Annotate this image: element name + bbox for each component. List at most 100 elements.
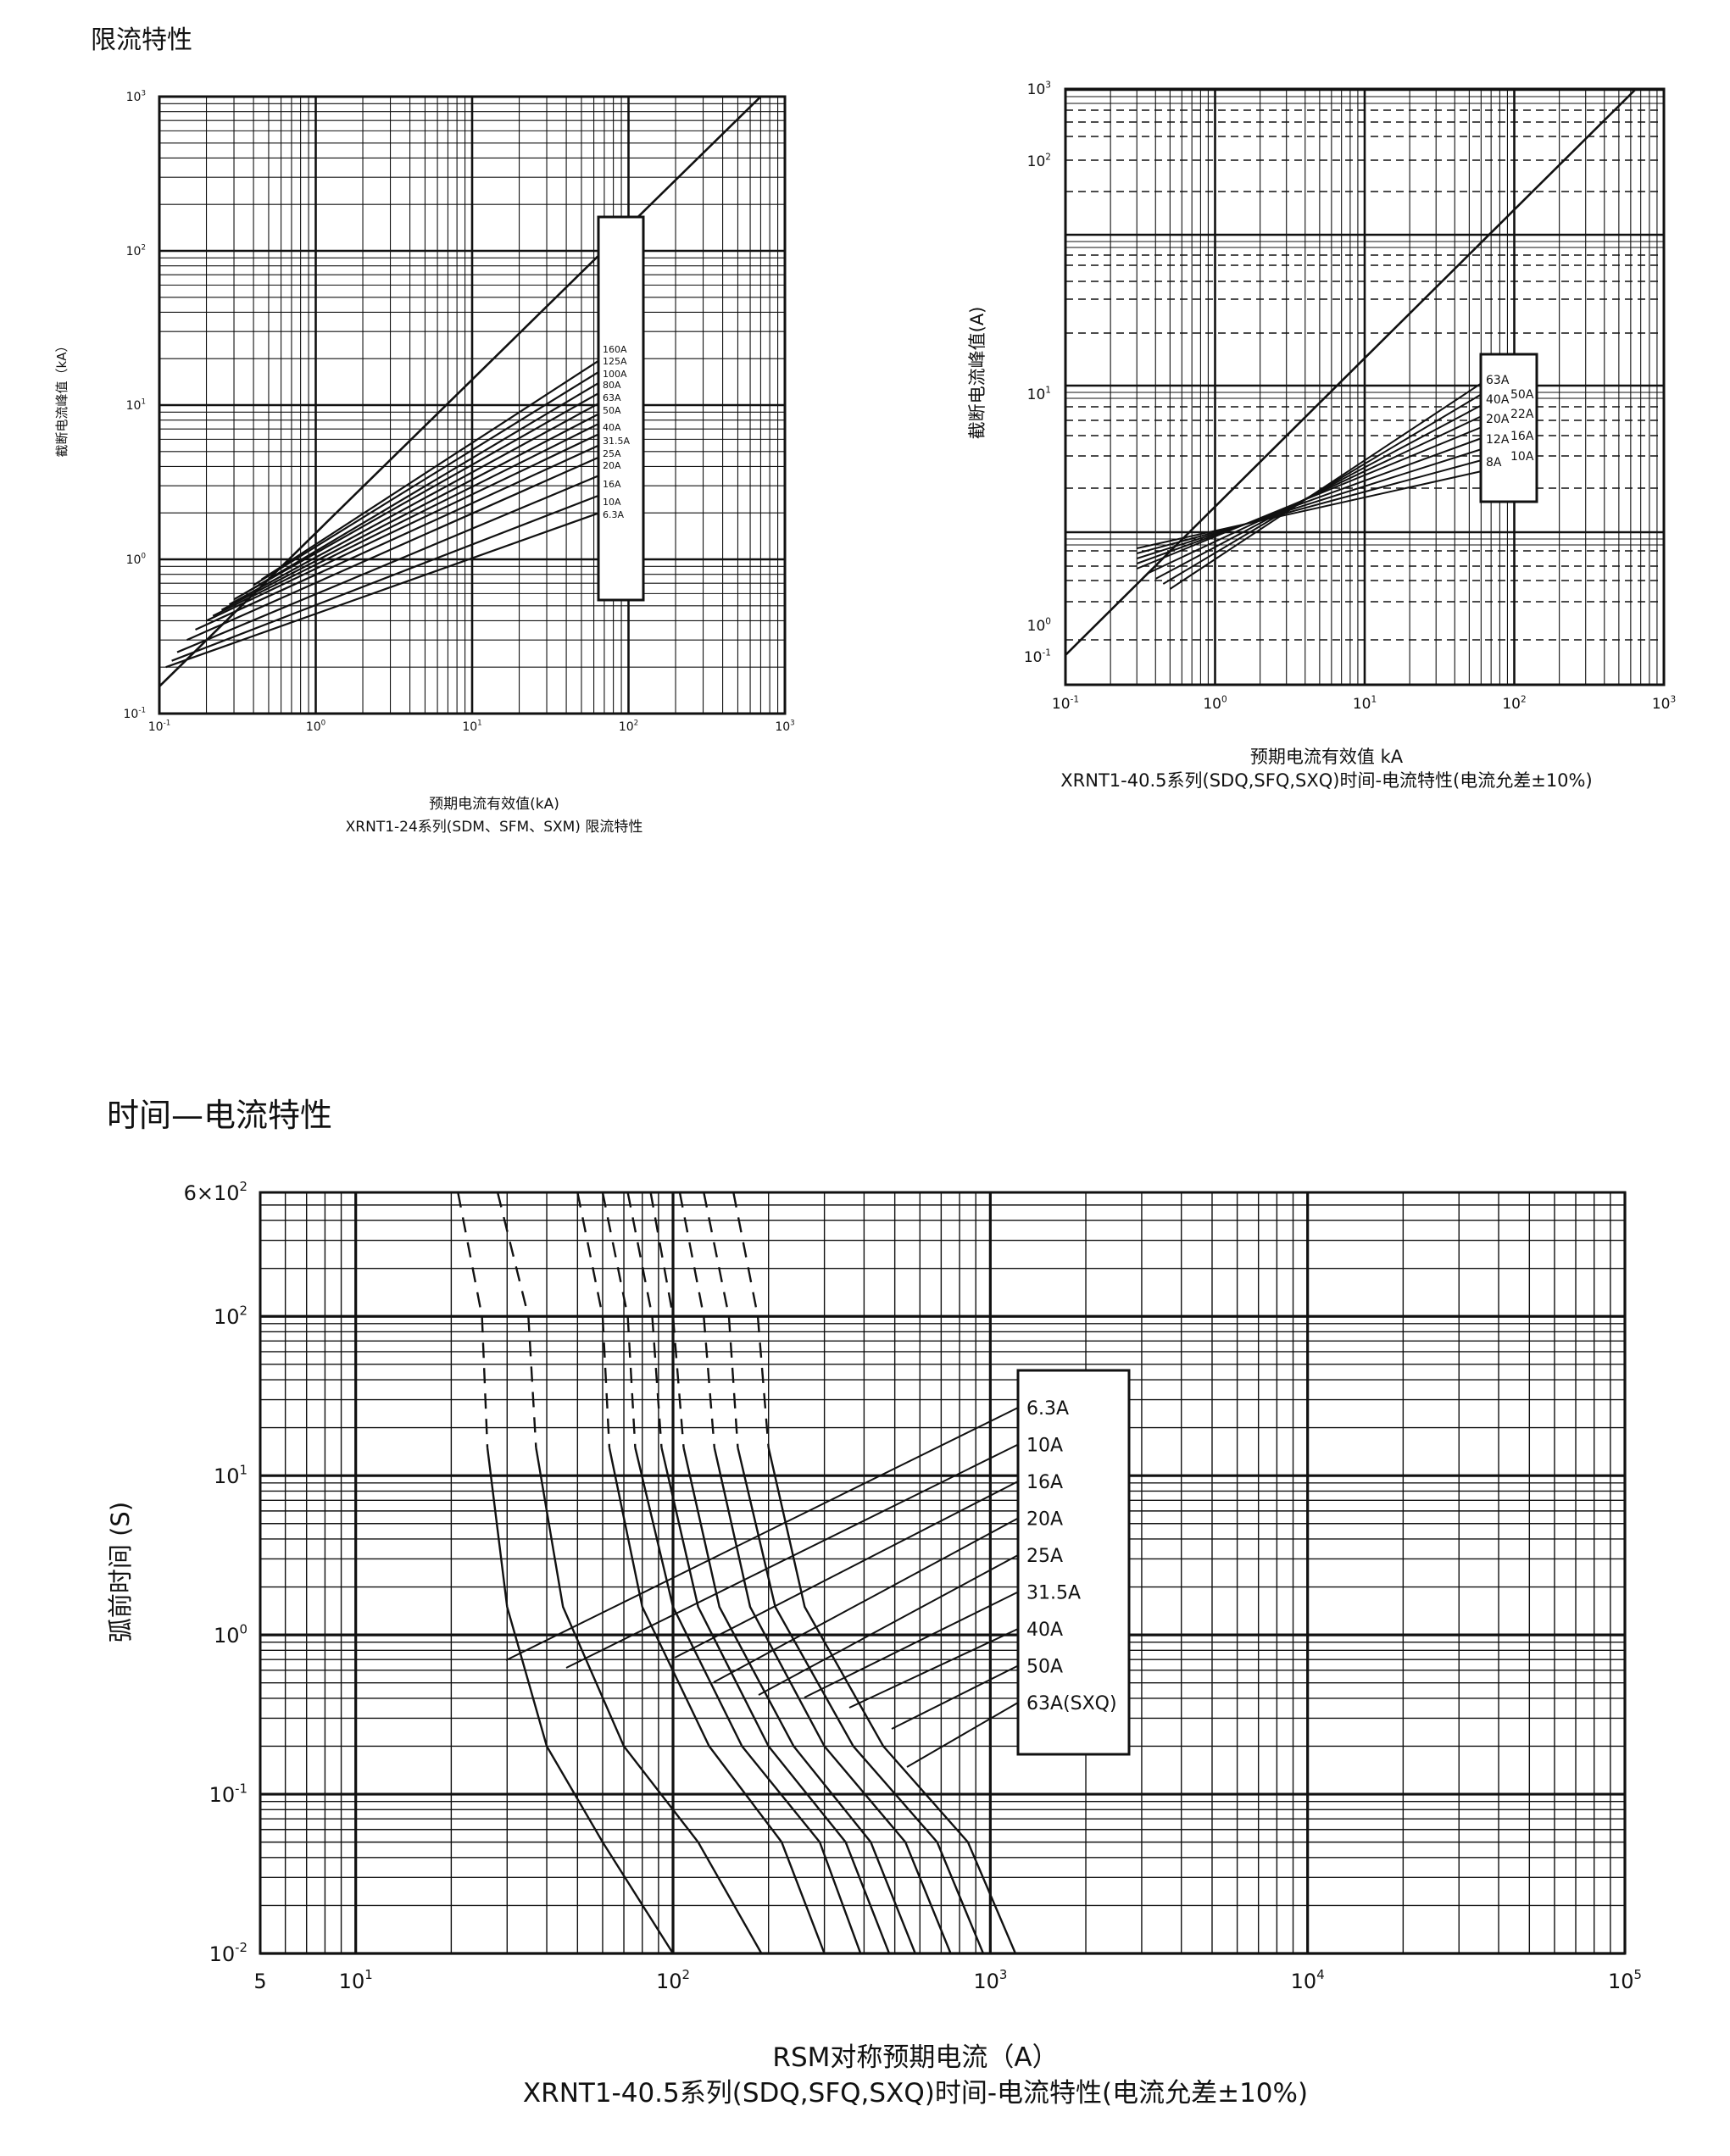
chart3-xtick-label: 5 (253, 1970, 266, 1993)
chart3-series-dashed (703, 1192, 739, 1448)
chart3-series-curve (713, 1447, 952, 1954)
chart2-xtick-label: 100 (1203, 694, 1227, 713)
chart3-series-dashed (649, 1192, 685, 1448)
chart3-ytick-label: 100 (214, 1621, 248, 1648)
chart2-series-line (1136, 437, 1482, 564)
chart1-caption: XRNT1-24系列(SDM、SFM、SXM) 限流特性 (345, 819, 643, 836)
chart1-ytick-label: 101 (126, 398, 146, 413)
chart2-xtick-label: 10-1 (1052, 694, 1079, 713)
chart1-series-line (195, 444, 600, 631)
chart1-ytick-label: 103 (126, 90, 146, 104)
chart1-series-line (243, 381, 600, 595)
chart1-xtick-label: 10-1 (148, 720, 170, 734)
chart1-series-line (176, 474, 600, 653)
chart1-series-line (206, 433, 600, 622)
chart3-series-curve (535, 1447, 763, 1954)
chart3-series-curve (660, 1447, 891, 1954)
chart3-leader-line (565, 1443, 1019, 1669)
chart3-ylabel: 弧前时间 (S) (106, 1502, 135, 1642)
chart3-series-curve (682, 1447, 916, 1954)
chart1-legend-label: 80A (603, 380, 621, 391)
chart2-ylabel: 截断电流峰值(A) (967, 307, 987, 440)
chart3-legend-label: 25A (1026, 1546, 1063, 1567)
chart2-ytick-label: 10-1 (1024, 647, 1051, 666)
chart2-xtick-label: 103 (1652, 694, 1676, 713)
chart1-series-line (186, 456, 600, 642)
chart1-ytick-label: 10-1 (124, 707, 146, 721)
chart2-xtick-label: 102 (1502, 694, 1526, 713)
chart1-legend-box (597, 215, 645, 602)
chart1-legend-label: 31.5A (603, 436, 630, 447)
chart3-legend-label: 16A (1026, 1472, 1063, 1493)
chart2-ytick-label: 103 (1027, 80, 1051, 98)
chart3-legend-label: 31.5A (1026, 1583, 1081, 1604)
chart2-xlabel: 预期电流有效值 kA (1249, 747, 1404, 767)
chart2-legend-box (1479, 353, 1538, 503)
chart3-ytick-label: 101 (214, 1462, 248, 1488)
chart1-xtick-label: 100 (306, 720, 325, 734)
chart2-grid (1064, 88, 1666, 685)
chart1-series-line (253, 370, 600, 586)
chart2-series-line (1136, 470, 1482, 549)
chart3-caption: XRNT1-40.5系列(SDQ,SFQ,SXQ)时间-电流特性(电流允差±10… (522, 2078, 1309, 2109)
chart1-series-line (165, 512, 600, 669)
chart2-legend-label: 12A (1486, 433, 1510, 447)
chart3-leader-line (713, 1517, 1019, 1683)
chart3-series-dashed (626, 1192, 663, 1448)
chart3-series-dashed (678, 1192, 715, 1448)
chart1-legend-label: 25A (603, 448, 621, 459)
chart3-xtick-label: 102 (656, 1967, 690, 1993)
chart3-leader-line (848, 1628, 1019, 1709)
chart2-legend-label: 63A (1486, 374, 1510, 387)
section-title-time-current: 时间—电流特性 (107, 1097, 333, 1134)
chart3-legend-label: 50A (1026, 1657, 1063, 1678)
chart3-xtick-label: 105 (1608, 1967, 1642, 1993)
chart3-leader-line (505, 1407, 1019, 1661)
chart2-legend-label: 20A (1486, 413, 1510, 426)
chart1-legend-label: 100A (603, 369, 627, 380)
chart3-series-curve (737, 1447, 985, 1954)
chart1-legend-label: 160A (603, 344, 627, 355)
chart2-series-line (1136, 426, 1482, 570)
chart3-xlabel: RSM对称预期电流（A） (772, 2042, 1059, 2073)
chart3-series-dashed (601, 1192, 637, 1448)
chart1-ytick-label: 102 (126, 244, 146, 258)
chart3-series-dashed (576, 1192, 611, 1448)
chart2-legend-label: 10A (1510, 450, 1534, 464)
chart3-leader-line (906, 1702, 1019, 1768)
chart3-ytick-label: 10-2 (209, 1940, 248, 1966)
chart3-xtick-label: 101 (339, 1967, 373, 1993)
chart2-caption: XRNT1-40.5系列(SDQ,SFQ,SXQ)时间-电流特性(电流允差±10… (1060, 770, 1593, 791)
section-title-limit-characteristic: 限流特性 (91, 25, 192, 55)
chart3-leader-line (891, 1664, 1019, 1730)
chart3-ytick-label: 6×102 (184, 1179, 248, 1205)
chart1-series-line (171, 494, 600, 662)
chart1-legend-label: 6.3A (603, 509, 624, 520)
chart2-legend-label: 16A (1510, 430, 1534, 443)
chart3-series-dashed (496, 1192, 537, 1448)
chart1-series-line (220, 413, 600, 611)
chart3-legend-label: 63A(SXQ) (1026, 1693, 1117, 1714)
chart1-xtick-label: 103 (775, 720, 794, 734)
chart3-legend-label: 40A (1026, 1620, 1063, 1641)
chart3-series-curve (608, 1447, 826, 1954)
chart1-series-line (260, 359, 600, 581)
chart2-frame (1064, 87, 1666, 686)
chart3-leader-line (804, 1591, 1019, 1698)
chart2-series-line (1136, 459, 1482, 554)
chart3-ytick-label: 10-1 (209, 1781, 248, 1807)
chart1-frame (158, 95, 787, 715)
chart1-legend-label: 125A (603, 356, 627, 367)
chart2-legend-label: 22A (1510, 408, 1534, 421)
chart1-series-line (233, 392, 600, 601)
chart2-series-line (1136, 448, 1482, 559)
chart3-leader-line (758, 1554, 1019, 1696)
chart1-legend-label: 50A (603, 405, 621, 416)
chart2-xtick-label: 101 (1353, 694, 1377, 713)
chart3-ytick-label: 102 (214, 1303, 248, 1329)
chart1-legend-label: 40A (603, 422, 621, 433)
chart3-xtick-label: 104 (1291, 1967, 1325, 1993)
chart2-ytick-label: 102 (1027, 152, 1051, 170)
chart1-xtick-label: 102 (619, 720, 638, 734)
